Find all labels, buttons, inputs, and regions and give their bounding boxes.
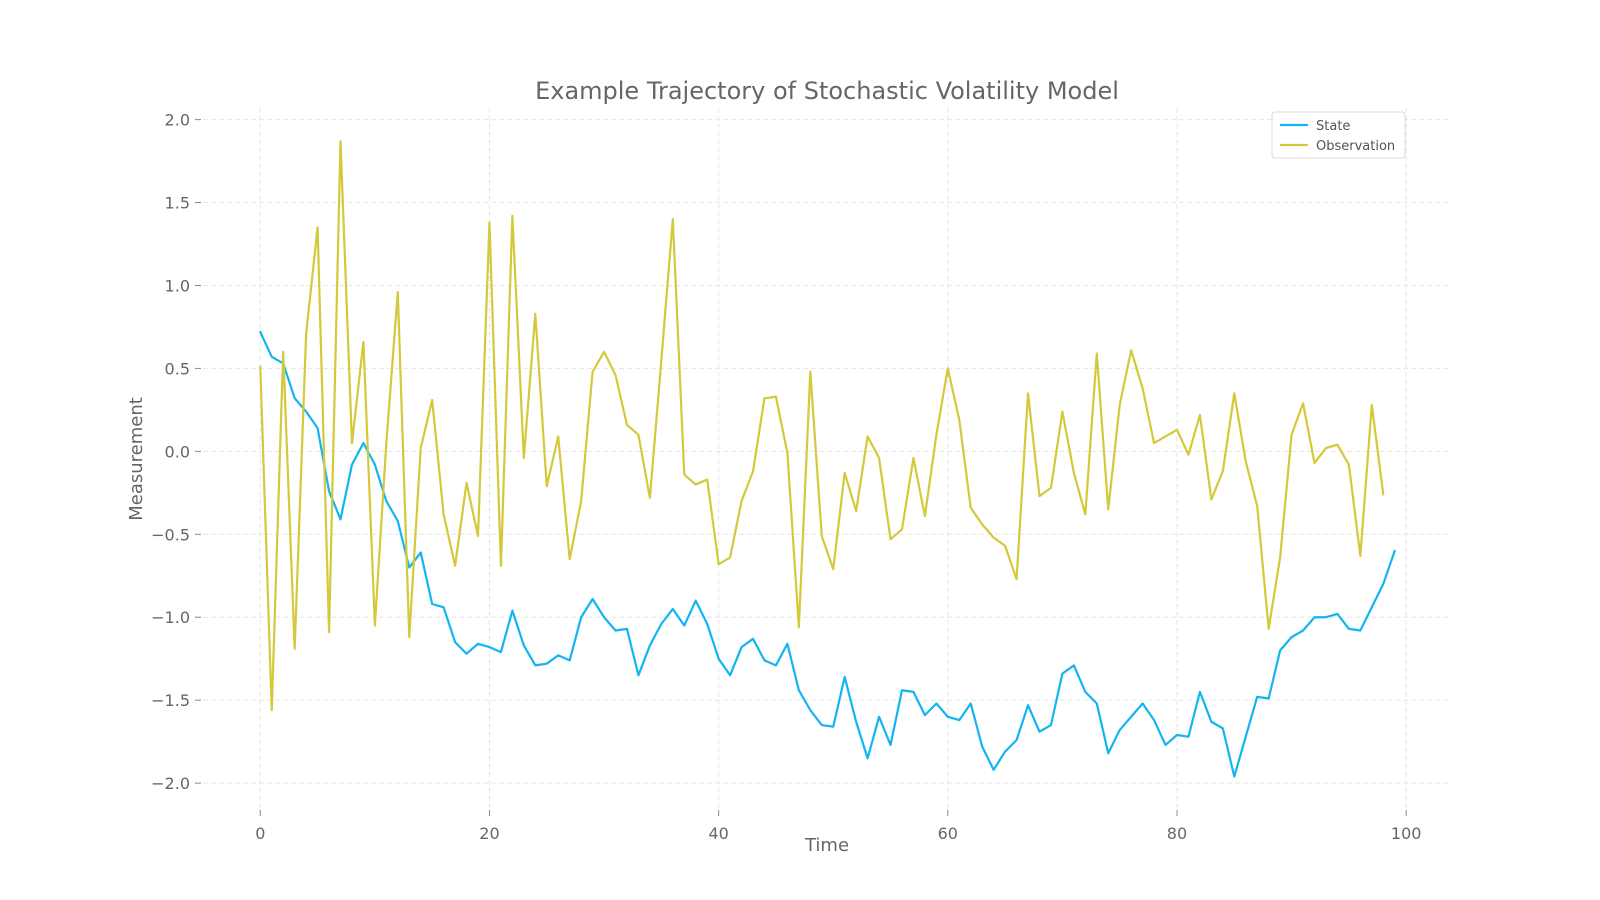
- series-line-observation: [259, 140, 1385, 712]
- y-tick-label: 2.0: [165, 111, 190, 130]
- x-tick-label: 80: [1167, 824, 1187, 843]
- y-tick-label: 0.0: [165, 442, 190, 461]
- series-line-state: [259, 330, 1396, 778]
- series-lines: [259, 140, 1396, 778]
- chart-title: Example Trajectory of Stochastic Volatil…: [535, 77, 1119, 105]
- legend: State Observation: [1271, 111, 1406, 159]
- x-axis-label: Time: [804, 835, 849, 856]
- y-axis-label: Measurement: [126, 397, 147, 521]
- x-tick-label: 60: [938, 824, 958, 843]
- y-tick-label: −1.0: [151, 608, 190, 627]
- grid: [203, 108, 1452, 808]
- y-tick-label: 1.0: [165, 276, 190, 295]
- legend-label-observation: Observation: [1316, 139, 1395, 154]
- legend-box: [1271, 111, 1406, 159]
- legend-label-state: State: [1316, 119, 1350, 134]
- x-tick-label: 40: [708, 824, 728, 843]
- y-tick-label: −0.5: [151, 525, 190, 544]
- y-tick-label: 0.5: [165, 359, 190, 378]
- axis-ticks: 0 20 40 60 80 100 −2.0 −1.5 −1.0 −0.5 0.0 0.5 1.0 1.5…: [151, 111, 1421, 843]
- y-tick-label: −1.5: [151, 691, 190, 710]
- y-tick-label: −2.0: [151, 774, 190, 793]
- x-tick-label: 20: [479, 824, 499, 843]
- x-tick-label: 0: [255, 824, 265, 843]
- y-tick-label: 1.5: [165, 194, 190, 213]
- x-tick-label: 100: [1391, 824, 1422, 843]
